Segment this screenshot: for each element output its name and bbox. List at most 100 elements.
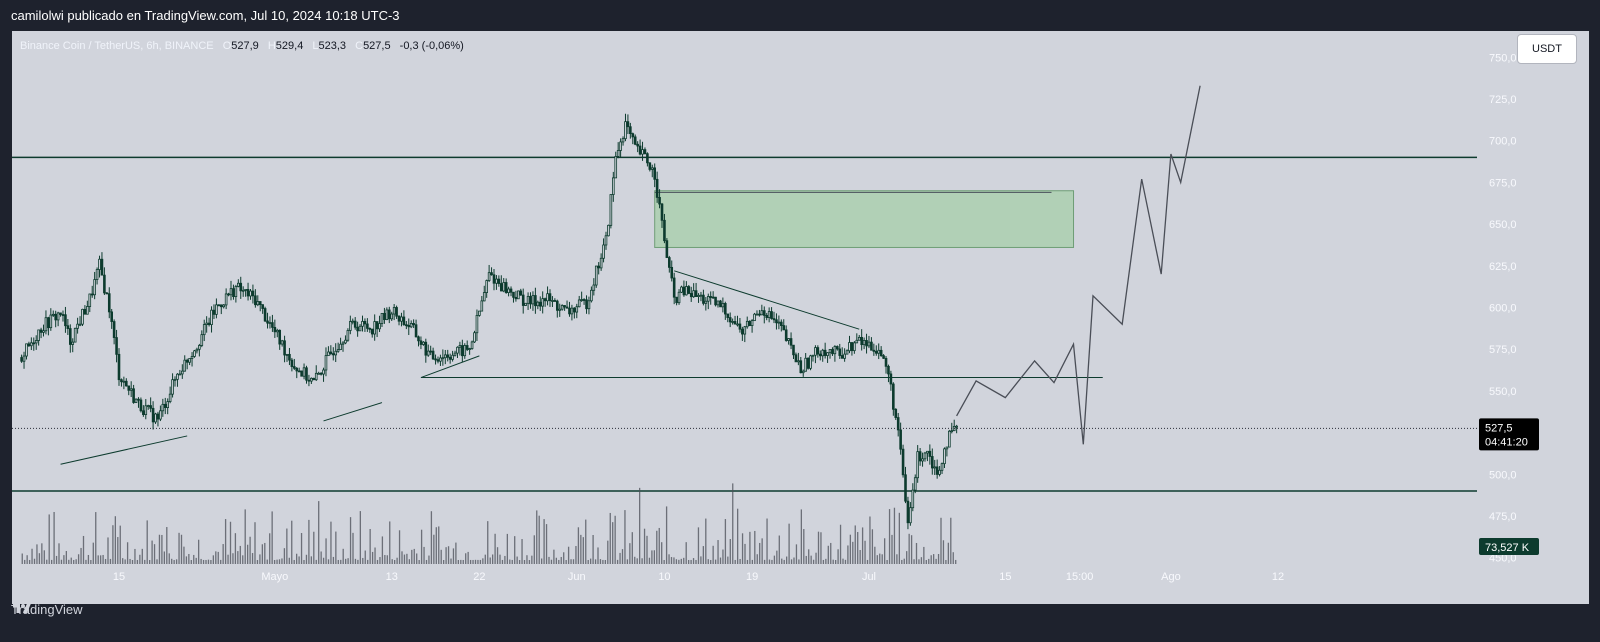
candle-body: [799, 360, 803, 374]
candle-body: [419, 340, 423, 345]
chart-area[interactable]: 750,0 725,0 700,0 675,0 650,0 625,0 600,0 575,0…: [12, 31, 1589, 604]
candle-body: [697, 295, 700, 297]
candle-body: [672, 277, 676, 298]
candle-body: [765, 314, 769, 318]
volume-bar: [945, 559, 947, 564]
candle-body: [441, 357, 445, 360]
candle-body: [258, 301, 262, 306]
candle-body: [633, 136, 637, 145]
candle-body: [787, 338, 790, 341]
projection-path: [956, 85, 1201, 445]
volume-bar: [53, 511, 55, 564]
volume-bar: [746, 559, 749, 564]
candle-body: [434, 358, 437, 361]
volume-bar: [906, 551, 908, 564]
candle-body: [451, 354, 454, 360]
volume-bar: [616, 559, 619, 564]
volume-bar: [751, 559, 753, 564]
candle-body: [88, 293, 92, 307]
volume-bar: [26, 555, 28, 564]
candle-body: [643, 149, 647, 155]
candle-body: [263, 308, 267, 322]
volume-bar: [933, 554, 935, 564]
candle-body: [144, 405, 148, 415]
currency-button[interactable]: USDT: [1517, 34, 1577, 64]
trend-line: [60, 435, 188, 465]
volume-bar: [58, 543, 60, 564]
candle-body: [706, 296, 710, 302]
candle-body: [397, 315, 401, 322]
candle-body: [453, 352, 457, 356]
candle-body: [896, 417, 900, 431]
candle-body: [385, 309, 389, 321]
volume-bar: [737, 508, 739, 564]
volume-bar: [511, 559, 513, 564]
candle-body: [273, 326, 277, 333]
candle-body: [607, 224, 610, 237]
candle-body: [750, 320, 754, 327]
volume-bar: [523, 559, 526, 564]
volume-bar: [854, 525, 856, 564]
candle-body: [780, 321, 783, 326]
volume-bar: [210, 559, 212, 564]
volume-bar: [575, 546, 577, 564]
candle-body: [295, 367, 299, 372]
volume-bar: [710, 559, 712, 564]
volume-bar: [124, 559, 126, 564]
candle-body: [183, 359, 187, 372]
candle-body: [495, 278, 498, 284]
volume-bar: [597, 547, 599, 564]
candle-body: [534, 295, 537, 307]
volume-bar: [77, 554, 80, 564]
volume-bar: [443, 559, 445, 564]
candle-body: [760, 310, 764, 316]
candle-body: [704, 300, 708, 304]
candle-body: [826, 352, 829, 356]
volume-bar: [239, 545, 241, 564]
candle-body: [556, 300, 559, 311]
volume-bar: [935, 558, 937, 564]
candle-body: [56, 312, 60, 321]
volume-bar: [553, 549, 555, 564]
volume-bar: [168, 553, 170, 564]
volume-bar: [866, 559, 869, 564]
high-value: 529,4: [275, 40, 304, 52]
volume-bar: [200, 558, 202, 564]
volume-bar: [36, 544, 38, 564]
candle-body: [926, 450, 929, 454]
volume-bar: [435, 527, 437, 564]
candle-body: [224, 293, 228, 306]
volume-bar: [788, 523, 790, 564]
candle-body: [390, 313, 394, 320]
candle-body: [27, 343, 31, 347]
candle-body: [753, 313, 756, 322]
candle-body: [755, 313, 759, 316]
volume-bar: [506, 533, 508, 564]
volume-bar: [406, 553, 408, 564]
volume-bar: [401, 551, 403, 564]
candle-body: [517, 290, 520, 300]
volume-bar: [852, 541, 854, 564]
volume-bar: [631, 532, 633, 564]
volume-bar: [28, 559, 31, 564]
candle-body: [275, 329, 279, 333]
candle-body: [916, 451, 919, 479]
volume-bar: [550, 559, 553, 564]
footer: TradingView: [11, 602, 83, 617]
volume-bar: [55, 555, 58, 564]
candle-body: [585, 299, 588, 310]
volume-bar: [874, 546, 876, 564]
candle-body: [473, 332, 476, 343]
candle-body: [25, 343, 28, 357]
volume-bar: [298, 556, 300, 564]
volume-bar: [494, 533, 496, 564]
candle-body: [193, 350, 196, 357]
candle-body: [307, 379, 311, 382]
candle-body: [237, 282, 240, 287]
candle-body: [909, 507, 912, 524]
price-chart[interactable]: 750,0 725,0 700,0 675,0 650,0 625,0 600,0 575,0…: [12, 31, 1589, 604]
candle-body: [590, 289, 593, 302]
volume-bar: [224, 519, 227, 564]
candle-body: [139, 399, 143, 412]
candle-body: [668, 257, 671, 268]
